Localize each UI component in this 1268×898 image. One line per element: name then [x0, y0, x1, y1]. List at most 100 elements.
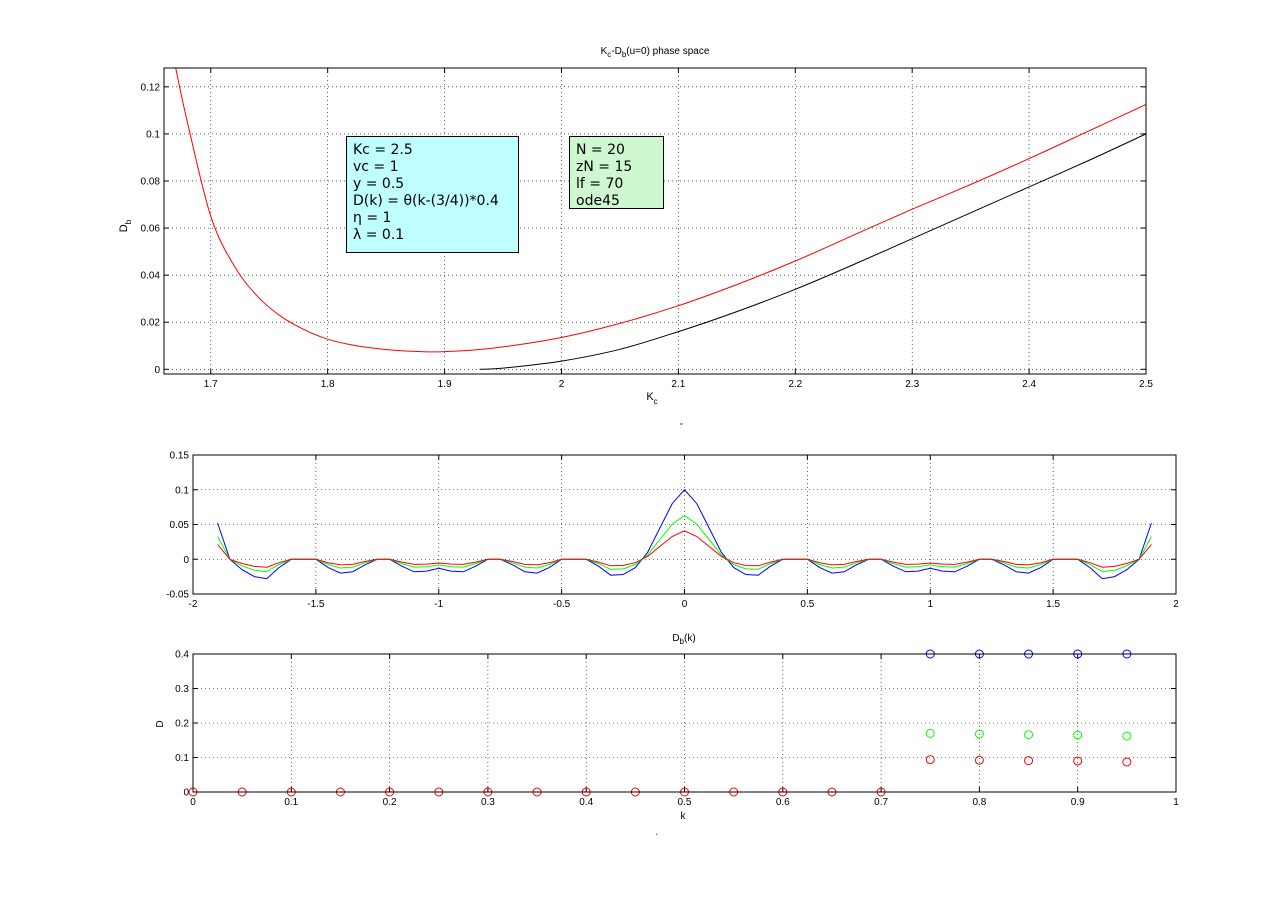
x-tick-label: 2.2 [788, 379, 802, 390]
x-tick-label: 0.8 [972, 797, 986, 808]
param-eta: η = 1 [353, 210, 392, 226]
param-vc: vc = 1 [353, 159, 399, 175]
db-k-title-main: D [672, 633, 679, 644]
x-tick-label: 2.5 [1139, 379, 1153, 390]
x-tick-label: 2.1 [671, 379, 685, 390]
x-tick-label: 1.9 [438, 379, 452, 390]
y-tick-label: 0.05 [170, 520, 190, 531]
x-tick-label: 0 [682, 599, 688, 610]
profile-series [217, 489, 1152, 580]
stray-mark-2: ˏ [655, 825, 658, 835]
x-tick-label: 0.6 [776, 797, 790, 808]
y-tick-label: 0.1 [146, 129, 160, 140]
phase-space-curve-red [175, 68, 1146, 353]
x-tick-label: -1 [434, 599, 443, 610]
solver-lf: lf = 70 [576, 176, 624, 192]
phase-space-title-d-sub: b [622, 50, 627, 59]
y-tick-label: 0.1 [175, 753, 189, 764]
y-tick-label: 0 [183, 788, 189, 799]
phase-space-xlabel-sub: c [654, 397, 658, 406]
param-y: y = 0.5 [353, 176, 405, 192]
db-k-point-green [1024, 730, 1034, 740]
x-tick-label: 0.3 [481, 797, 495, 808]
profile-ticks: -2 -1.5 -1 -0.5 0 0.5 1 1.5 2 -0.05 0 0.05 0.1 0.15 [166, 451, 1179, 611]
param-dk: D(k) = θ(k-(3/4))*0.4 [353, 193, 499, 209]
db-k-point-green [974, 729, 984, 739]
db-k-point-red [1122, 757, 1132, 767]
db-k-title: Db(k) [672, 633, 695, 646]
phase-space-xlabel-main: K [646, 391, 654, 403]
y-tick-label: 0.04 [141, 271, 161, 282]
phase-space-axes-frame [163, 67, 1147, 375]
y-tick-label: 0 [183, 555, 189, 566]
x-tick-label: 2 [559, 379, 565, 390]
phase-space-ylabel-sub: b [124, 219, 133, 224]
param-lambda: λ = 0.1 [353, 227, 405, 243]
x-tick-label: 0.5 [800, 599, 814, 610]
db-k-title-sub: b [680, 637, 685, 646]
solver-zn: zN = 15 [576, 159, 633, 175]
db-k-point-red [925, 755, 935, 765]
y-tick-label: 0.2 [175, 719, 189, 730]
db-k-panel: 0 0.1 0.2 0.3 0.4 0.5 0.6 0.7 0.8 0.9 1 0 0.1 0.2 0.3 0… [155, 633, 1179, 822]
y-tick-label: 0 [154, 365, 160, 376]
y-tick-label: 0.12 [141, 82, 161, 93]
y-tick-label: 0.15 [170, 451, 190, 462]
db-k-point-green [1122, 731, 1132, 741]
x-tick-label: 0.9 [1071, 797, 1085, 808]
phase-space-title-mid: -D [611, 46, 622, 57]
phase-space-curve-black [479, 133, 1146, 370]
y-tick-label: 0.4 [175, 650, 189, 661]
x-tick-label: 0.4 [579, 797, 593, 808]
profile-axes-frame [192, 454, 1177, 595]
profile-panel: -2 -1.5 -1 -0.5 0 0.5 1 1.5 2 -0.05 0 0.05 0.1 0.15 [166, 451, 1179, 611]
db-k-ylabel: D [155, 720, 166, 727]
param-kc: Kc = 2.5 [353, 142, 413, 158]
x-tick-label: 1.5 [1046, 599, 1060, 610]
solver-method: ode45 [576, 193, 620, 209]
x-tick-label: 0 [190, 797, 196, 808]
y-tick-label: -0.05 [166, 590, 189, 601]
db-k-axes-frame [192, 653, 1177, 793]
x-tick-label: 1.7 [204, 379, 218, 390]
x-tick-label: 0.1 [284, 797, 298, 808]
db-k-point-green [925, 728, 935, 738]
profile-curve-blue [217, 489, 1152, 580]
x-tick-label: -1.5 [307, 599, 325, 610]
db-k-point-green [1073, 730, 1083, 740]
x-tick-label: 1 [927, 599, 933, 610]
db-k-title-tail: (k) [684, 633, 696, 644]
y-tick-label: 0.02 [141, 318, 161, 329]
phase-space-xlabel: Kc [646, 391, 657, 406]
stray-mark-1: ˘ [679, 422, 683, 432]
db-k-xlabel: k [681, 811, 687, 822]
parameters-annotation: Kc = 2.5 vc = 1 y = 0.5 D(k) = θ(k-(3/4)… [346, 136, 519, 253]
y-tick-label: 0.1 [175, 485, 189, 496]
x-tick-label: 2 [1173, 599, 1179, 610]
db-k-point-red [974, 755, 984, 765]
db-k-point-red [1024, 756, 1034, 766]
x-tick-label: 0.7 [874, 797, 888, 808]
phase-space-panel: 1.7 1.8 1.9 2 2.1 2.2 2.3 2.4 2.5 0 0.02 0.04 0.06 0.… [118, 46, 1153, 406]
db-k-grid [193, 654, 1176, 792]
x-tick-label: -2 [189, 599, 198, 610]
profile-curve-red [217, 530, 1152, 568]
x-tick-label: 1 [1173, 797, 1179, 808]
db-k-ticks: 0 0.1 0.2 0.3 0.4 0.5 0.6 0.7 0.8 0.9 1 0 0.1 0.2 0.3 0… [175, 650, 1179, 809]
phase-space-title-k: K [601, 46, 608, 57]
y-tick-label: 0.3 [175, 684, 189, 695]
phase-space-series [175, 68, 1146, 370]
solver-annotation: N = 20 zN = 15 lf = 70 ode45 [569, 136, 664, 209]
x-tick-label: 0.5 [678, 797, 692, 808]
x-tick-label: 2.3 [905, 379, 919, 390]
phase-space-title: Kc-Db(u=0) phase space [601, 46, 710, 59]
x-tick-label: 1.8 [321, 379, 335, 390]
x-tick-label: 0.2 [383, 797, 397, 808]
db-k-point-red [1073, 756, 1083, 766]
x-tick-label: -0.5 [553, 599, 571, 610]
phase-space-ticks: 1.7 1.8 1.9 2 2.1 2.2 2.3 2.4 2.5 0 0.02 0.04 0.06 0.… [141, 68, 1153, 390]
x-tick-label: 2.4 [1022, 379, 1036, 390]
phase-space-title-tail: (u=0) phase space [626, 46, 710, 57]
y-tick-label: 0.08 [141, 176, 161, 187]
